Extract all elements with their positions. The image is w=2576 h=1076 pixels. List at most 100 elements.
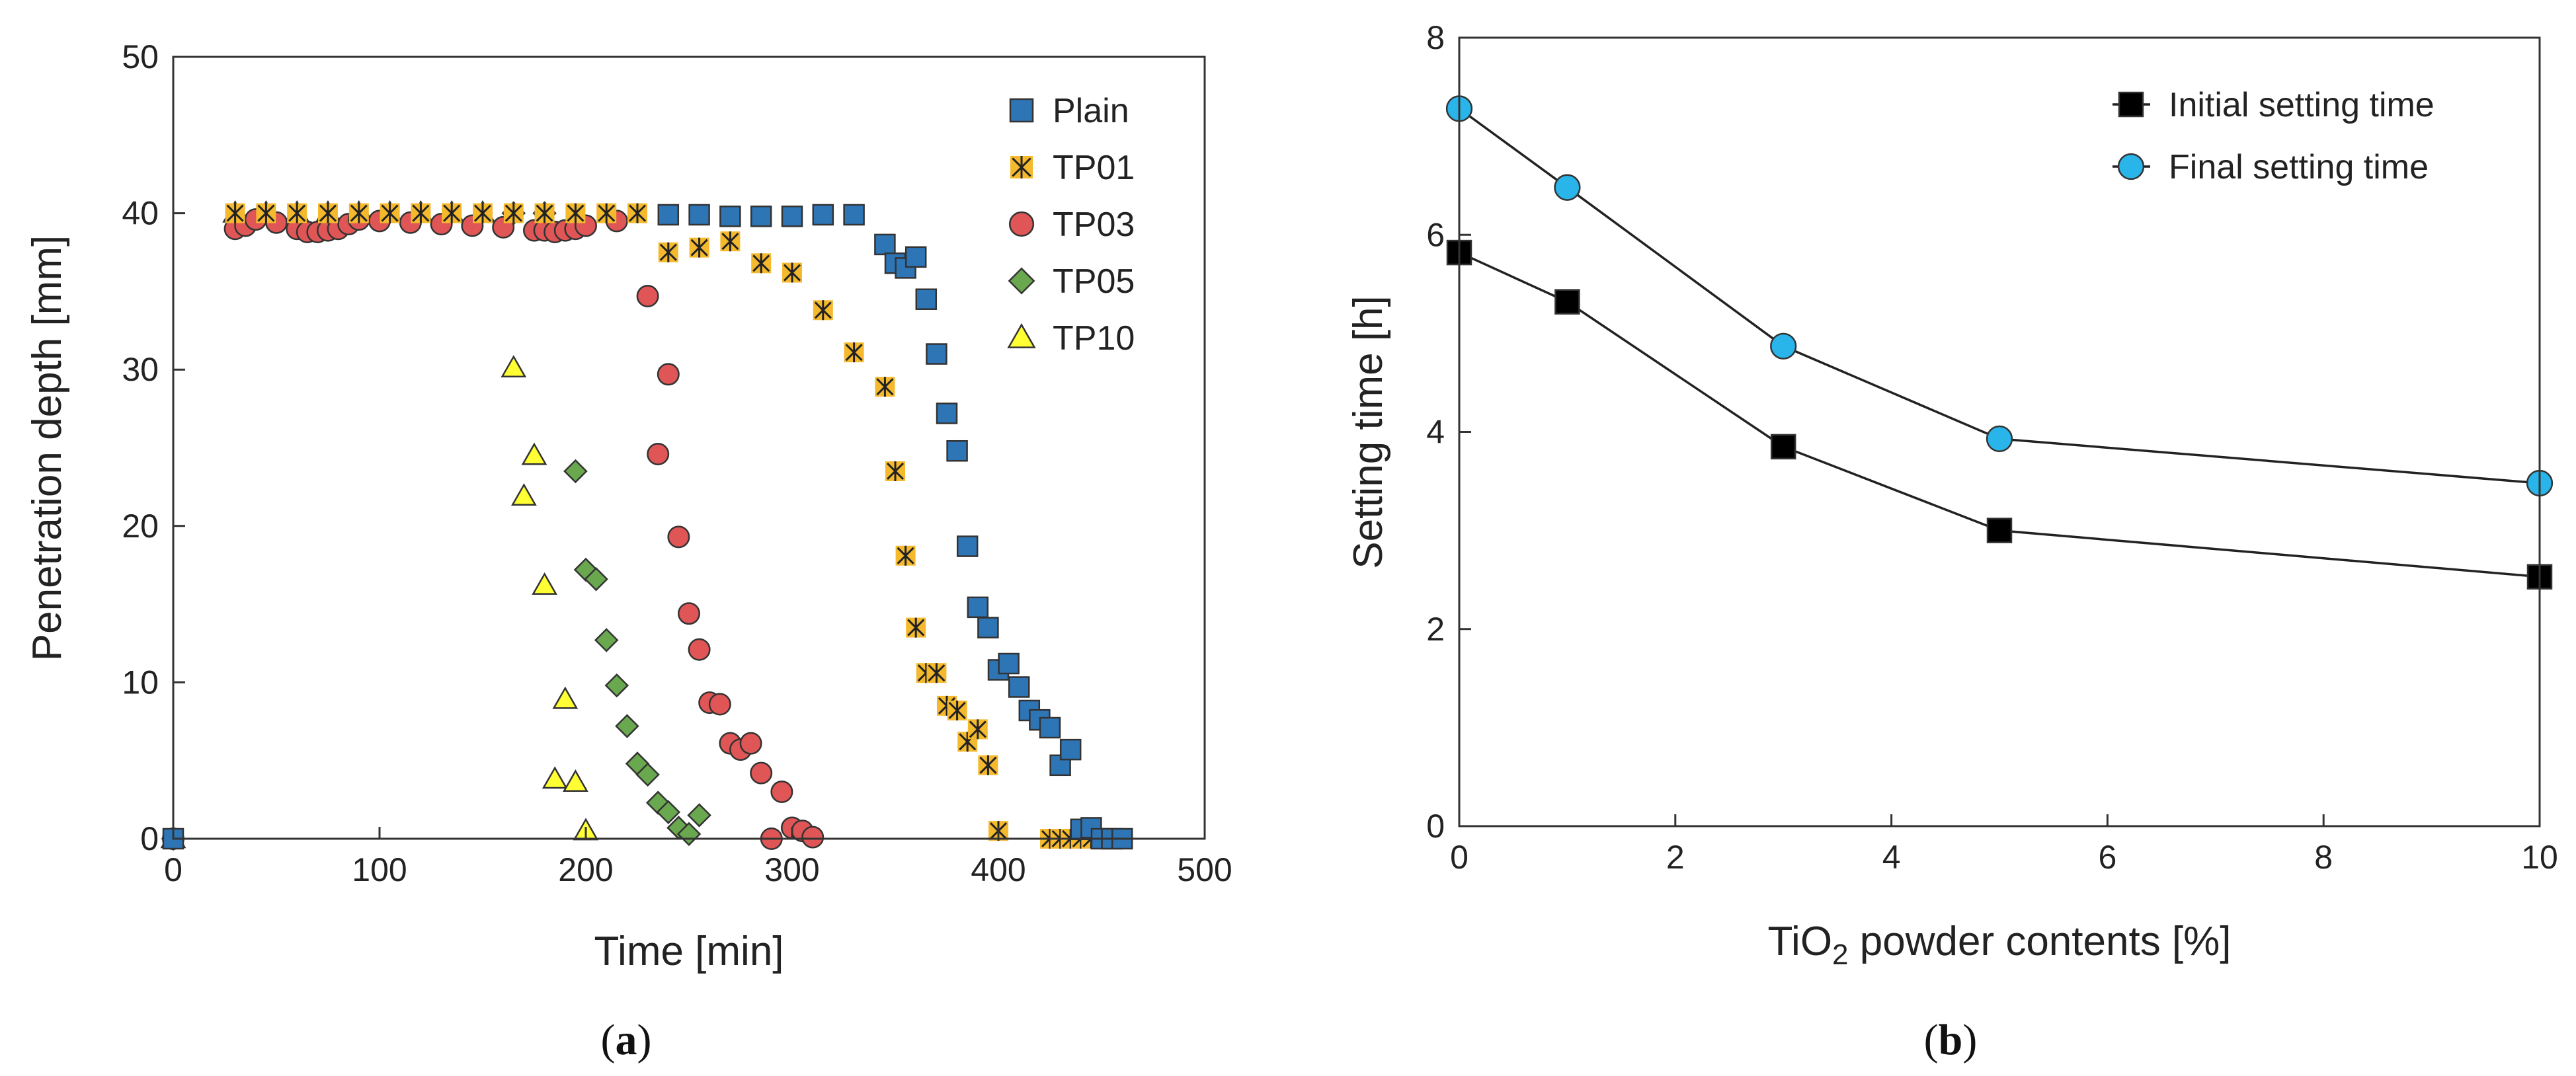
series-initial-setting-time bbox=[1446, 239, 2553, 590]
data-point-tp03 bbox=[739, 732, 762, 755]
y-tick-label: 2 bbox=[1426, 611, 1445, 648]
data-point-tp05 bbox=[594, 628, 619, 652]
data-point-tp03 bbox=[647, 442, 670, 465]
data-point-tp03 bbox=[688, 638, 711, 661]
panel-b-x-ticks: 0 2 4 6 8 10 bbox=[1450, 814, 2558, 876]
data-point-tp01 bbox=[689, 237, 709, 258]
data-point-tp05 bbox=[604, 673, 629, 698]
data-point-tp05 bbox=[615, 714, 639, 738]
data-point-tp01 bbox=[411, 203, 431, 223]
data-point bbox=[1986, 425, 2013, 453]
panel-b-label: (b) bbox=[1924, 1016, 1978, 1064]
legend-item-tp01: TP01 bbox=[1010, 149, 1135, 187]
data-point-tp01 bbox=[947, 700, 967, 720]
data-point-plain bbox=[750, 206, 772, 227]
data-point-tp10 bbox=[532, 572, 558, 595]
panel-a-y-ticks: 0 10 20 30 40 50 bbox=[122, 38, 185, 857]
data-point-tp01 bbox=[844, 342, 864, 363]
data-point-plain bbox=[977, 617, 999, 638]
legend-marker-plain bbox=[1009, 98, 1034, 123]
data-point-plain bbox=[936, 403, 958, 424]
legend-item-tp10: TP10 bbox=[1007, 319, 1135, 358]
data-point-tp01 bbox=[380, 203, 400, 223]
legend-marker-tp03 bbox=[1008, 211, 1035, 237]
data-point bbox=[1986, 518, 2013, 543]
data-point-tp01 bbox=[895, 545, 916, 566]
y-tick-label: 0 bbox=[140, 820, 159, 857]
panel-b-legend: Initial setting time Final setting time bbox=[2113, 86, 2435, 186]
data-point-tp03 bbox=[657, 363, 680, 386]
data-point-plain bbox=[956, 535, 979, 557]
data-point-tp01 bbox=[442, 203, 462, 223]
panel-b-y-axis-label: Setting time [h] bbox=[1346, 295, 1391, 569]
panel-b-x-label-subscript: 2 bbox=[1832, 939, 1848, 971]
data-point-tp01 bbox=[751, 253, 772, 274]
y-tick-label: 30 bbox=[122, 351, 159, 388]
data-point-tp01 bbox=[503, 203, 524, 223]
x-tick-label: 500 bbox=[1177, 851, 1232, 888]
data-point-tp10 bbox=[501, 355, 527, 378]
data-point-plain bbox=[1059, 738, 1082, 761]
legend-item-plain: Plain bbox=[1009, 92, 1129, 130]
legend-item-tp05: TP05 bbox=[1008, 262, 1135, 301]
data-point-tp01 bbox=[720, 231, 741, 252]
legend-label: TP01 bbox=[1053, 149, 1135, 187]
y-tick-label: 4 bbox=[1426, 414, 1445, 451]
data-point-tp01 bbox=[318, 203, 338, 223]
data-point-tp10 bbox=[542, 766, 568, 789]
legend-item-final: Final setting time bbox=[2113, 148, 2429, 186]
data-point-tp01 bbox=[658, 242, 678, 262]
data-point-tp01 bbox=[565, 203, 586, 223]
legend-marker-tp10 bbox=[1007, 323, 1036, 348]
data-point-tp03 bbox=[708, 693, 731, 716]
data-point-tp01 bbox=[906, 617, 926, 638]
data-point-plain bbox=[874, 233, 896, 256]
legend-label: Plain bbox=[1053, 92, 1129, 130]
panel-a-plot-frame bbox=[172, 56, 1206, 840]
data-point-tp01 bbox=[596, 203, 617, 223]
data-point-plain bbox=[781, 206, 803, 227]
data-point bbox=[1554, 289, 1580, 315]
series-tp05 bbox=[161, 201, 711, 851]
x-tick-label: 8 bbox=[2314, 839, 2333, 876]
panel-b-label-letter: b bbox=[1939, 1016, 1963, 1064]
panel-a-legend: Plain TP01 TP03 TP05 TP10 bbox=[1007, 92, 1135, 358]
data-point-plain bbox=[812, 204, 834, 226]
data-point-plain bbox=[915, 288, 938, 310]
data-point-plain bbox=[719, 206, 741, 227]
panel-a-data-points bbox=[160, 200, 1133, 851]
y-tick-label: 8 bbox=[1426, 19, 1445, 56]
y-tick-label: 40 bbox=[122, 195, 159, 232]
x-tick-label: 10 bbox=[2521, 839, 2558, 876]
data-point-tp05 bbox=[635, 762, 660, 787]
legend-item-initial: Initial setting time bbox=[2113, 86, 2435, 124]
data-point-tp01 bbox=[926, 663, 947, 683]
y-tick-label: 6 bbox=[1426, 216, 1445, 253]
data-point-tp10 bbox=[552, 686, 579, 709]
panel-b-x-label-rest: powder contents [%] bbox=[1849, 919, 2232, 964]
panel-a-label: (a) bbox=[601, 1016, 652, 1064]
data-point-tp10 bbox=[521, 442, 547, 465]
data-point-tp01 bbox=[534, 203, 555, 223]
data-point bbox=[1554, 174, 1581, 201]
x-tick-label: 2 bbox=[1666, 839, 1685, 876]
data-point-tp01 bbox=[473, 203, 493, 223]
data-point-tp01 bbox=[978, 755, 998, 775]
legend-item-tp03: TP03 bbox=[1008, 206, 1135, 244]
x-tick-label: 200 bbox=[558, 851, 613, 888]
data-point-tp05 bbox=[656, 800, 681, 825]
data-point-plain bbox=[657, 204, 680, 226]
data-point-plain bbox=[688, 204, 710, 226]
data-point-tp03 bbox=[678, 602, 700, 625]
panel-a-x-axis-label: Time [min] bbox=[594, 929, 784, 974]
panel-b-plot-frame bbox=[1458, 36, 2541, 827]
data-point bbox=[1770, 434, 1796, 460]
data-point-plain bbox=[1039, 716, 1061, 739]
data-point-tp03 bbox=[667, 525, 690, 549]
data-point-tp03 bbox=[750, 761, 773, 785]
data-point-plain bbox=[905, 246, 927, 268]
x-tick-label: 400 bbox=[971, 851, 1026, 888]
data-point-tp05 bbox=[687, 803, 711, 827]
